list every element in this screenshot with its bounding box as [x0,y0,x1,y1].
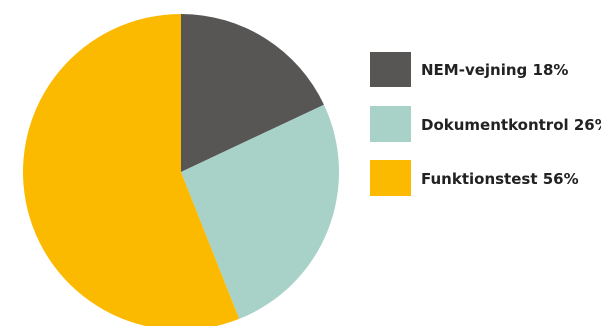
legend-item-dokumentkontrol: Dokumentkontrol 26% [370,106,601,142]
legend-label-nem-vejning: NEM-vejning 18% [421,61,568,79]
legend: NEM-vejning 18% Dokumentkontrol 26% Funk… [370,52,601,196]
legend-label-dokumentkontrol: Dokumentkontrol 26% [421,116,601,134]
legend-swatch-funktionstest [370,160,411,196]
legend-swatch-dokumentkontrol [370,106,411,142]
legend-label-funktionstest: Funktionstest 56% [421,170,579,188]
pie-slice-nem-vejning [181,14,324,172]
legend-swatch-nem-vejning [370,52,411,87]
legend-item-funktionstest: Funktionstest 56% [370,160,579,196]
pie-slices [22,14,339,326]
pie-slice-funktionstest [22,14,240,326]
pie-slice-dokumentkontrol [181,104,339,319]
legend-item-nem-vejning: NEM-vejning 18% [370,52,568,87]
